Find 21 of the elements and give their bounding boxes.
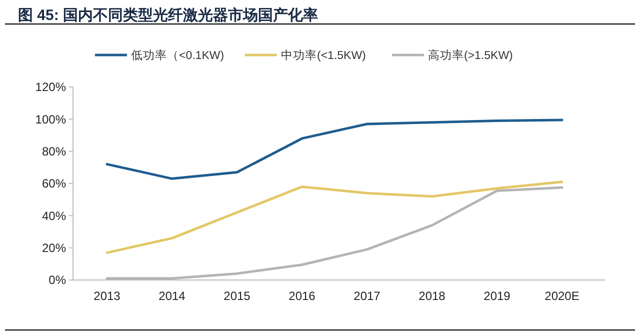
legend-label: 中功率(<1.5KW)	[281, 48, 366, 62]
y-tick-label: 40%	[42, 208, 66, 223]
x-tick-label: 2013	[94, 289, 121, 303]
x-tick-label: 2020E	[544, 289, 580, 303]
x-tick-label: 2018	[418, 289, 446, 303]
x-tick-label: 2016	[288, 289, 316, 303]
y-tick-label: 20%	[42, 241, 66, 256]
line-series	[106, 180, 564, 254]
y-tick-label: 80%	[42, 144, 66, 159]
y-tick-label: 100%	[35, 112, 66, 126]
legend-label: 高功率(>1.5KW)	[428, 48, 514, 62]
x-tick-label: 2017	[354, 289, 381, 303]
y-tick-label: 120%	[35, 80, 66, 94]
line-series	[106, 118, 564, 180]
x-tick-label: 2015	[224, 289, 251, 303]
y-tick-label: 60%	[42, 176, 66, 191]
y-tick-label: 0%	[48, 273, 66, 288]
x-tick-label: 2019	[484, 289, 511, 303]
legend-label: 低功率（<0.1KW)	[131, 48, 224, 62]
chart-title: 图 45: 国内不同类型光纤激光器市场国产化率	[18, 6, 318, 24]
x-tick-label: 2014	[158, 289, 186, 303]
